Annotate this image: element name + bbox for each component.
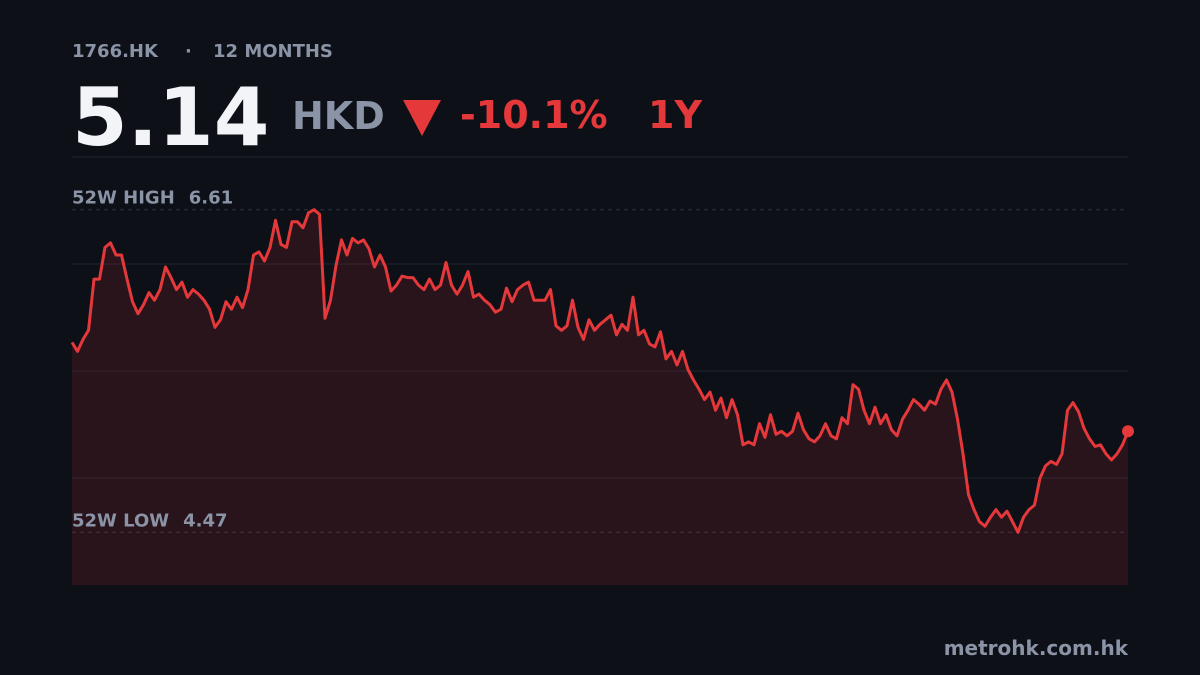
range: 1Y [648,93,702,137]
footer-site: metrohk.com.hk [944,636,1129,660]
reference-value: 6.61 [189,188,233,209]
reference-label: 52W HIGH [72,188,175,209]
price-line [70,208,1130,534]
price: 5.14 [72,71,269,164]
period: 12 MONTHS [213,41,333,62]
separator: · [185,41,192,62]
change: -10.1% [460,93,608,137]
ticker: 1766.HK [72,41,159,62]
last-point [1122,425,1134,438]
reference-label: 52W LOW [72,510,169,531]
down-arrow [403,100,441,136]
reference-value: 4.47 [183,510,227,531]
currency: HKD [292,94,385,138]
area-fill [72,209,1128,585]
